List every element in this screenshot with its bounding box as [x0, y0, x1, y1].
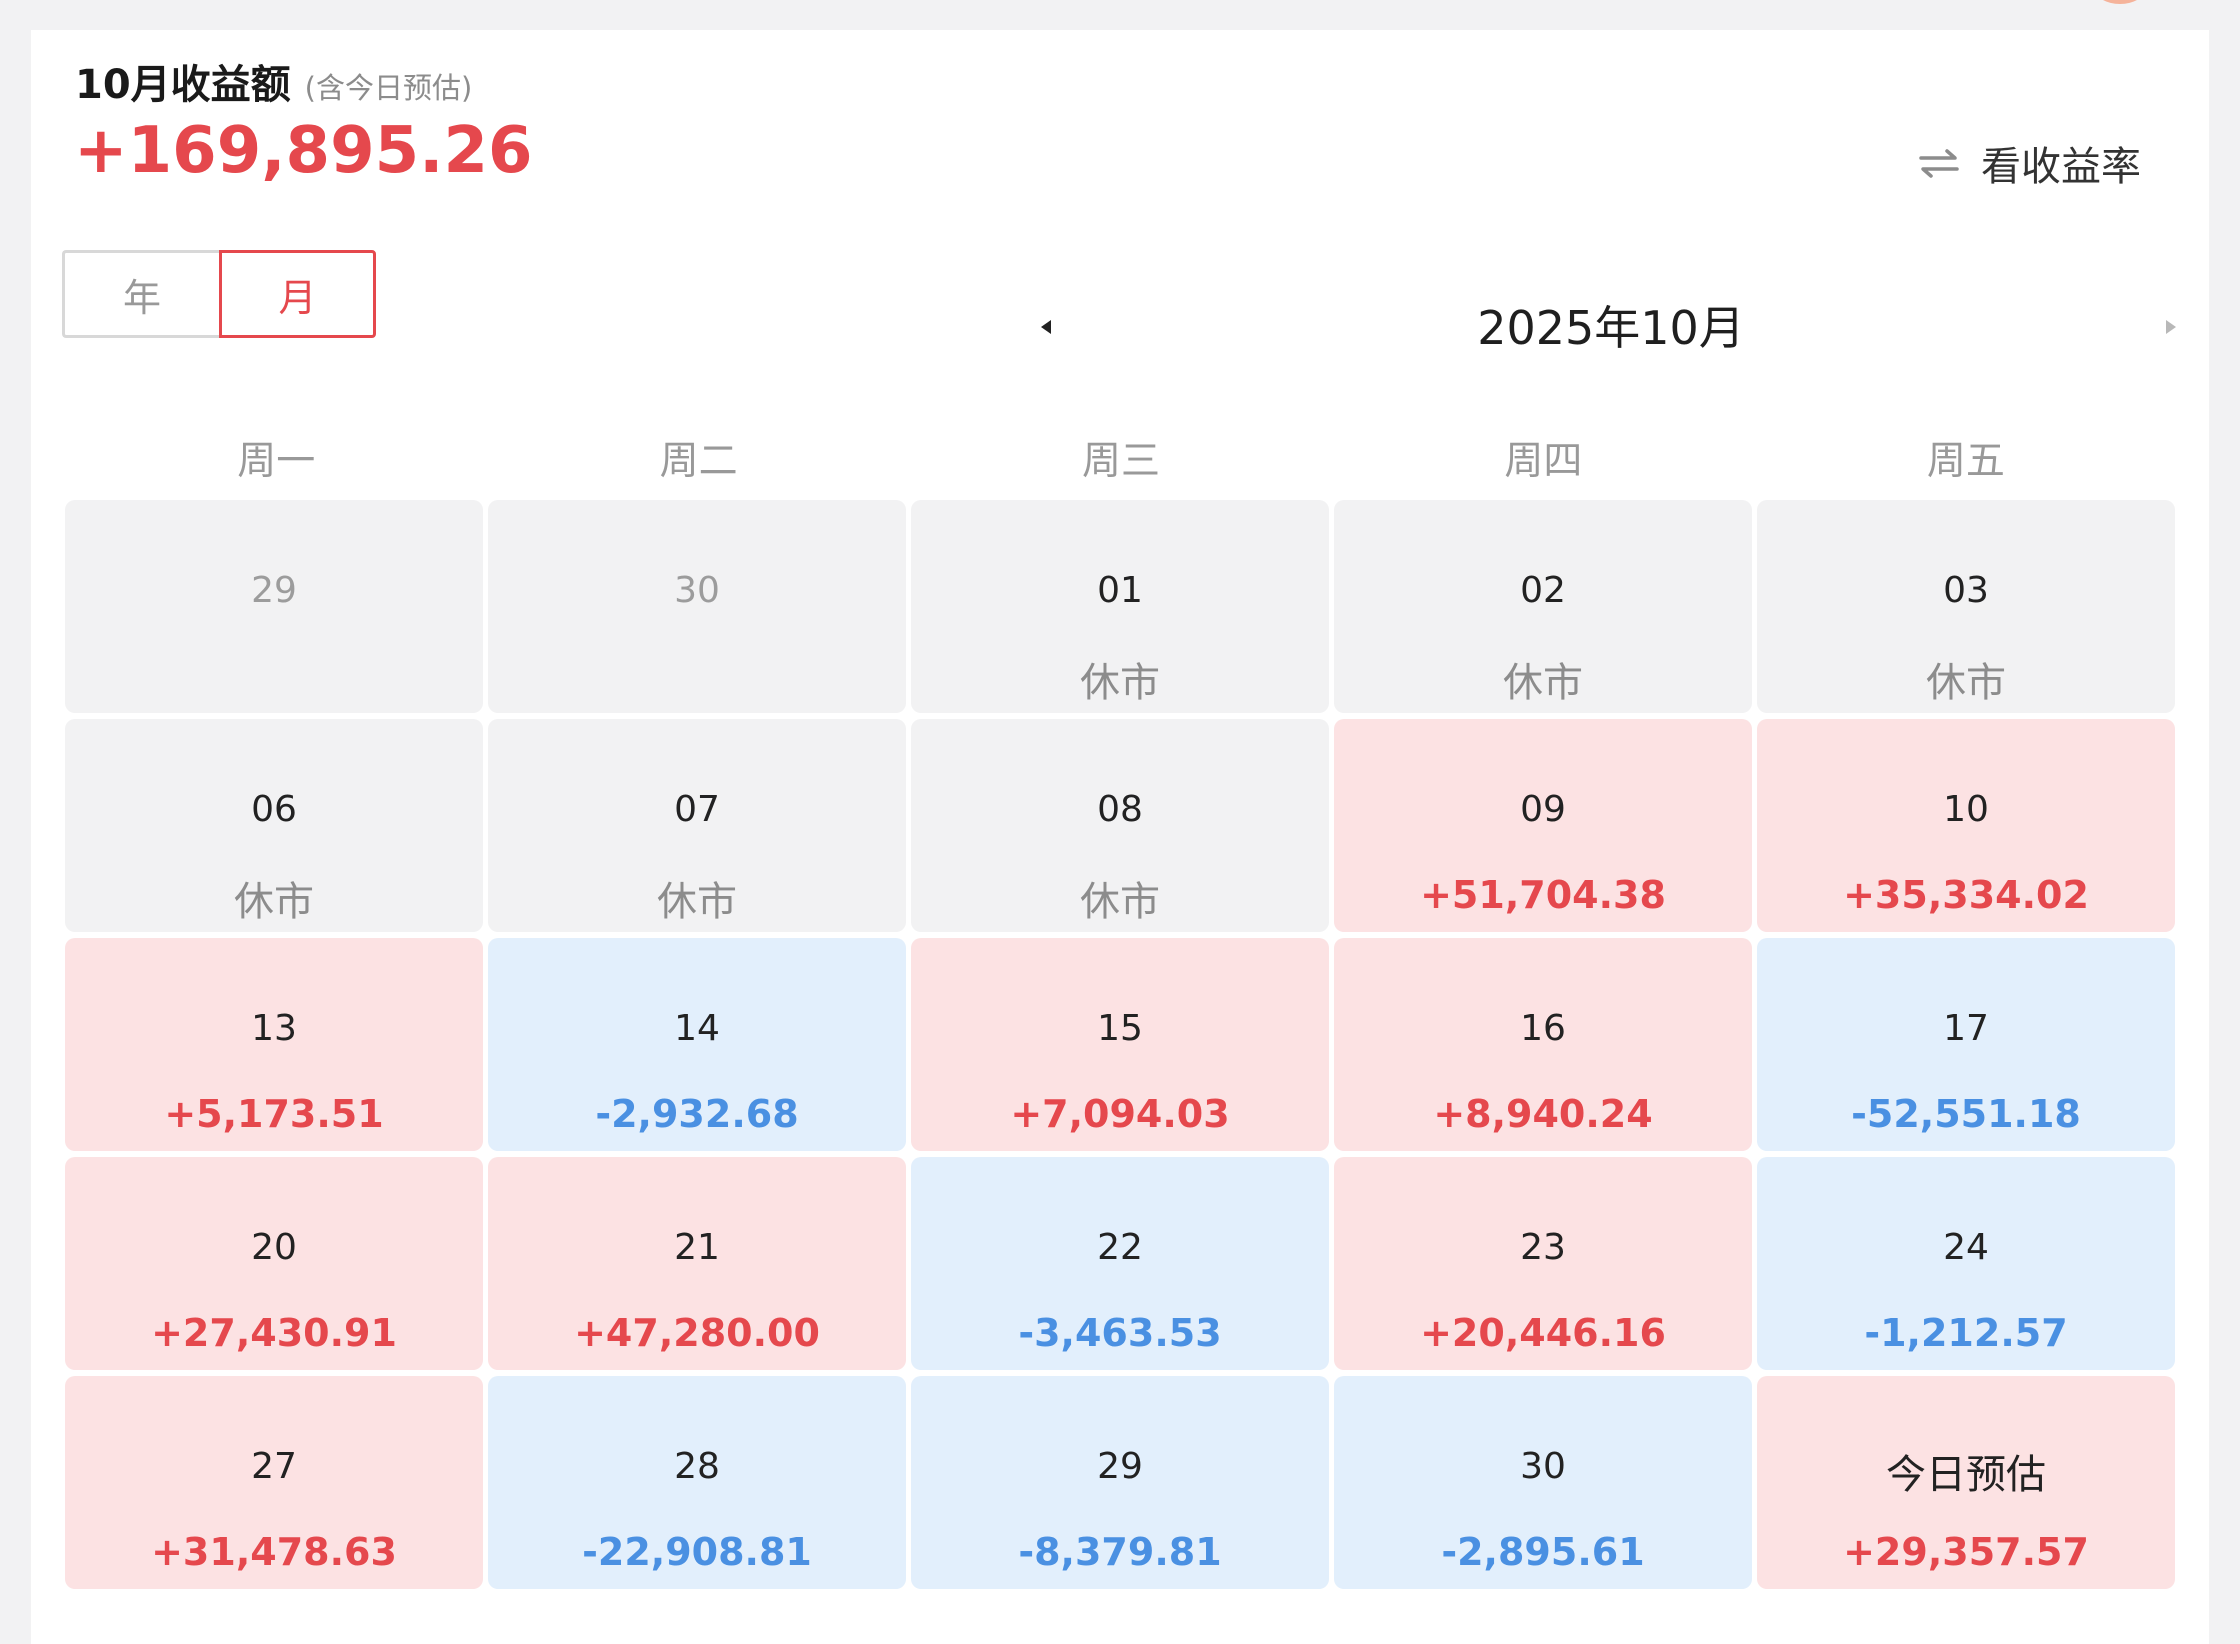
day-number: 03: [1943, 570, 1989, 611]
market-closed-label: 休市: [657, 879, 737, 925]
day-earnings: +20,446.16: [1420, 1311, 1666, 1355]
day-cell[interactable]: 02 休市: [1334, 500, 1752, 713]
market-closed-label: 休市: [1080, 660, 1160, 706]
month-label: 2025年10月: [1477, 301, 1745, 355]
day-number: 24: [1943, 1227, 1989, 1268]
day-cell[interactable]: 21 +47,280.00: [488, 1157, 906, 1370]
day-number: 29: [251, 570, 297, 611]
day-cell[interactable]: 29: [65, 500, 483, 713]
day-number: 27: [251, 1446, 297, 1487]
day-number: 09: [1520, 789, 1566, 830]
day-cell[interactable]: 07 休市: [488, 719, 906, 932]
day-number: 29: [1097, 1446, 1143, 1487]
year-tab[interactable]: 年: [62, 250, 219, 338]
day-cell[interactable]: 10 +35,334.02: [1757, 719, 2175, 932]
triangle-left-icon: [1041, 320, 1051, 334]
today-estimate-cell[interactable]: 今日预估 +29,357.57: [1757, 1376, 2175, 1589]
prev-month-button[interactable]: [1031, 312, 1061, 342]
monthly-total: +169,895.26: [74, 114, 533, 188]
view-rate-label: 看收益率: [1981, 144, 2141, 190]
market-closed-label: 休市: [1503, 660, 1583, 706]
title-row: 10月收益额 (含今日预估): [75, 52, 472, 110]
day-number: 14: [674, 1008, 720, 1049]
day-cell[interactable]: 24 -1,212.57: [1757, 1157, 2175, 1370]
swap-arrows-icon: [1919, 149, 1959, 178]
day-earnings: +7,094.03: [1010, 1092, 1230, 1136]
day-cell[interactable]: 06 休市: [65, 719, 483, 932]
day-cell[interactable]: 01 休市: [911, 500, 1329, 713]
weekday-header: 周一 周二 周三 周四 周五: [65, 430, 2177, 486]
day-number: 07: [674, 789, 720, 830]
day-number: 10: [1943, 789, 1989, 830]
day-number: 30: [674, 570, 720, 611]
day-number: 17: [1943, 1008, 1989, 1049]
day-earnings: -52,551.18: [1851, 1092, 2081, 1136]
day-number: 08: [1097, 789, 1143, 830]
day-earnings: +35,334.02: [1843, 873, 2089, 917]
day-number: 02: [1520, 570, 1566, 611]
day-earnings: +47,280.00: [574, 1311, 820, 1355]
weekday-thu: 周四: [1504, 439, 1583, 484]
day-cell[interactable]: 13 +5,173.51: [65, 938, 483, 1151]
day-earnings: -22,908.81: [582, 1530, 812, 1574]
top-bar: [0, 0, 2240, 30]
triangle-right-icon: [2166, 320, 2176, 334]
avatar[interactable]: [2095, 0, 2145, 4]
day-cell[interactable]: 20 +27,430.91: [65, 1157, 483, 1370]
day-number: 15: [1097, 1008, 1143, 1049]
day-earnings: -3,463.53: [1018, 1311, 1222, 1355]
period-segmented-control: 年 月: [62, 250, 376, 338]
day-number: 16: [1520, 1008, 1566, 1049]
day-earnings: +27,430.91: [151, 1311, 397, 1355]
day-number: 13: [251, 1008, 297, 1049]
weekday-fri: 周五: [1926, 439, 2005, 484]
day-cell[interactable]: 15 +7,094.03: [911, 938, 1329, 1151]
view-rate-button[interactable]: 看收益率: [1919, 134, 2141, 192]
month-tab[interactable]: 月: [219, 250, 376, 338]
today-estimate-label: 今日预估: [1886, 1452, 2046, 1498]
weekday-mon: 周一: [237, 439, 316, 484]
day-earnings: +51,704.38: [1420, 873, 1666, 917]
day-earnings: +8,940.24: [1433, 1092, 1653, 1136]
day-cell[interactable]: 30 -2,895.61: [1334, 1376, 1752, 1589]
day-cell[interactable]: 09 +51,704.38: [1334, 719, 1752, 932]
page-title: 10月收益额: [75, 62, 291, 108]
day-number: 30: [1520, 1446, 1566, 1487]
day-earnings: -1,212.57: [1864, 1311, 2068, 1355]
day-earnings: +31,478.63: [151, 1530, 397, 1574]
day-cell[interactable]: 22 -3,463.53: [911, 1157, 1329, 1370]
day-number: 28: [674, 1446, 720, 1487]
next-month-button[interactable]: [2156, 312, 2186, 342]
market-closed-label: 休市: [1080, 879, 1160, 925]
market-closed-label: 休市: [1926, 660, 2006, 706]
calendar-grid: 29 30 01 休市 02 休市 03 休市 06 休市 07 休市 08 休市 09 +5…: [65, 500, 2177, 1589]
earnings-card: 10月收益额 (含今日预估) +169,895.26 看收益率 年 月 2025…: [31, 30, 2209, 1644]
day-cell[interactable]: 23 +20,446.16: [1334, 1157, 1752, 1370]
day-cell[interactable]: 17 -52,551.18: [1757, 938, 2175, 1151]
weekday-tue: 周二: [659, 439, 738, 484]
day-number: 06: [251, 789, 297, 830]
title-note: (含今日预估): [304, 71, 473, 105]
day-cell[interactable]: 28 -22,908.81: [488, 1376, 906, 1589]
day-cell[interactable]: 29 -8,379.81: [911, 1376, 1329, 1589]
weekday-wed: 周三: [1082, 439, 1161, 484]
day-earnings: -2,895.61: [1441, 1530, 1645, 1574]
day-number: 23: [1520, 1227, 1566, 1268]
day-cell[interactable]: 14 -2,932.68: [488, 938, 906, 1151]
day-cell[interactable]: 03 休市: [1757, 500, 2175, 713]
day-cell[interactable]: 16 +8,940.24: [1334, 938, 1752, 1151]
day-number: 21: [674, 1227, 720, 1268]
day-cell[interactable]: 27 +31,478.63: [65, 1376, 483, 1589]
day-earnings: -2,932.68: [595, 1092, 799, 1136]
day-number: 01: [1097, 570, 1143, 611]
day-number: 20: [251, 1227, 297, 1268]
day-number: 22: [1097, 1227, 1143, 1268]
day-cell[interactable]: 30: [488, 500, 906, 713]
today-estimate-value: +29,357.57: [1843, 1530, 2089, 1574]
day-cell[interactable]: 08 休市: [911, 719, 1329, 932]
market-closed-label: 休市: [234, 879, 314, 925]
day-earnings: -8,379.81: [1018, 1530, 1222, 1574]
day-earnings: +5,173.51: [164, 1092, 384, 1136]
